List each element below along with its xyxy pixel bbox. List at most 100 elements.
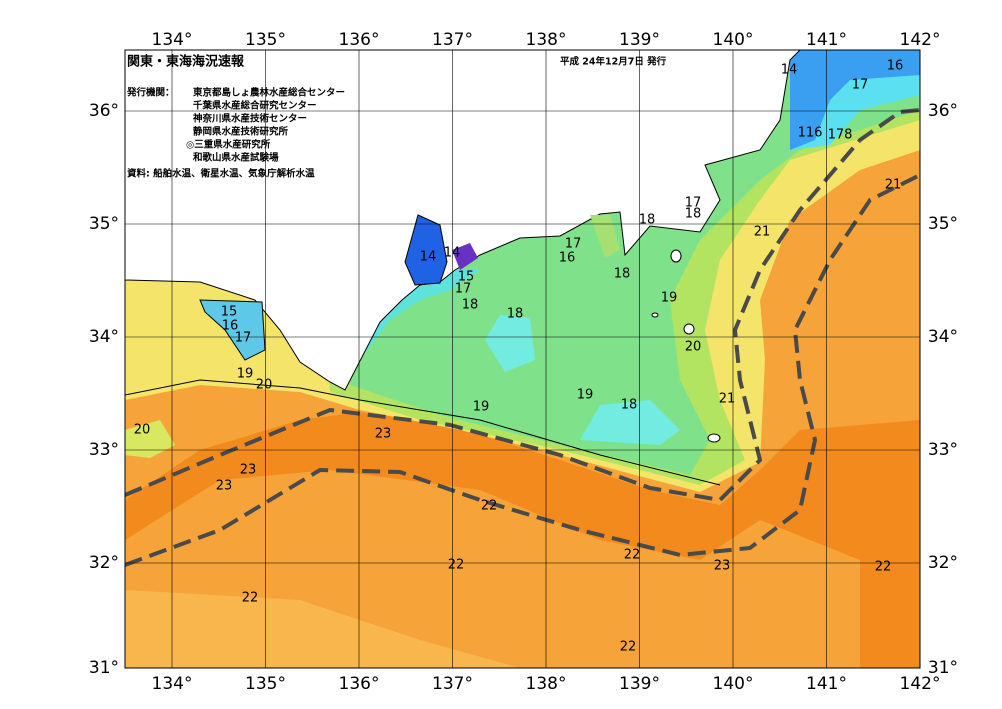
ise-bay (404, 214, 448, 286)
contour-label: 20 (256, 378, 273, 393)
latitude-label: 35° (89, 214, 119, 234)
contour-label: 16 (887, 59, 904, 74)
contour-label: 18 (462, 298, 479, 313)
issuer: 千葉県水産総合研究センター (193, 100, 317, 112)
sea-15-east (790, 50, 920, 150)
latitude-label: 31° (89, 658, 119, 678)
island (707, 433, 721, 443)
contour-label: 23 (240, 463, 257, 478)
latitude-label: 33° (928, 440, 958, 460)
issuer: ◎三重県水産研究所 (186, 139, 271, 151)
sea-17-mid (485, 315, 535, 372)
longitude-label: 136° (339, 674, 380, 694)
contour-label: 20 (685, 340, 702, 355)
contour-label: 22 (620, 640, 637, 655)
contour-label: 18 (614, 267, 631, 282)
longitude-label: 134° (152, 30, 193, 50)
issuer: 和歌山県水産試験場 (192, 152, 279, 164)
contour-label: 17 (685, 196, 702, 211)
contour-label: 20 (134, 423, 151, 438)
latitude-label: 33° (89, 440, 119, 460)
longitude-label: 134° (152, 674, 193, 694)
longitude-label: 135° (245, 30, 286, 50)
contour-label: 19 (661, 291, 678, 306)
longitude-label: 142° (900, 674, 941, 694)
latitude-label: 34° (928, 327, 958, 347)
longitude-label: 140° (713, 30, 754, 50)
longitude-label: 141° (806, 674, 847, 694)
contour-label: 17 (455, 282, 472, 297)
latitude-label: 35° (928, 214, 958, 234)
contour-label: 15 (221, 305, 238, 320)
sea-20-west (125, 420, 175, 458)
contour-label: 18 (507, 307, 524, 322)
issuer: 神奈川県水産技術センター (193, 113, 307, 125)
sea-17-south (580, 400, 680, 445)
island (670, 249, 682, 263)
longitude-label: 142° (900, 30, 941, 50)
map-area (125, 50, 920, 668)
contour-label: 19 (237, 367, 254, 382)
longitude-label: 140° (713, 674, 754, 694)
longitude-label: 141° (806, 30, 847, 50)
title: 関東・東海海況速報 (127, 54, 245, 70)
latitude-label: 32° (928, 553, 958, 573)
contour-label: 22 (481, 499, 498, 514)
contour-label: 116 (798, 126, 823, 141)
contour-label: 21 (719, 392, 736, 407)
contour-label: 17 (852, 78, 869, 93)
contour-label: 17 (565, 237, 582, 252)
suruga-bay (590, 215, 620, 258)
longitude-label: 139° (619, 674, 660, 694)
contour-label: 22 (448, 558, 465, 573)
kuroshio-south-edge (125, 173, 920, 567)
longitude-label: 137° (432, 30, 473, 50)
latitude-label: 36° (928, 101, 958, 121)
issuer: 静岡県水産技術研究所 (193, 126, 289, 138)
contour-label: 23 (714, 559, 731, 574)
issuer-label: 発行機関： (126, 87, 175, 99)
contour-label: 23 (375, 427, 392, 442)
contour-label: 18 (621, 398, 638, 413)
contour-label: 14 (444, 246, 461, 261)
data-source: 資料: 船舶水温、衛星水温、気象庁解析水温 (127, 168, 315, 180)
latitude-label: 31° (928, 658, 958, 678)
contour-label: 21 (885, 178, 902, 193)
latitude-label: 34° (89, 327, 119, 347)
land (125, 50, 801, 391)
latitude-label: 36° (89, 101, 119, 121)
longitude-label: 139° (619, 30, 660, 50)
contour-label: 16 (222, 319, 239, 334)
contour-label: 22 (624, 548, 641, 563)
island (683, 323, 695, 335)
contour-label: 14 (420, 250, 437, 265)
longitude-label: 136° (339, 30, 380, 50)
longitude-label: 135° (245, 674, 286, 694)
longitude-label: 138° (526, 30, 567, 50)
osaka-bay (199, 299, 266, 361)
contour-label: 18 (685, 207, 702, 222)
contour-label: 16 (559, 251, 576, 266)
isotherm (125, 379, 721, 486)
longitude-label: 138° (526, 674, 567, 694)
contour-label: 14 (781, 63, 798, 78)
latitude-label: 32° (89, 553, 119, 573)
mikawa-bay (452, 243, 478, 270)
contour-label: 17 (235, 331, 252, 346)
contour-label: 15 (458, 270, 475, 285)
contour-label: 19 (473, 400, 490, 415)
contour-label: 23 (216, 479, 233, 494)
sea-21-south (125, 590, 520, 668)
issuer: 東京都島しょ農林水産総合センター (192, 87, 345, 99)
longitude-label: 137° (432, 674, 473, 694)
map-frame (124, 49, 921, 669)
sea-23 (125, 412, 920, 668)
island (651, 312, 659, 318)
contour-label: 178 (828, 128, 853, 143)
contour-label: 22 (875, 560, 892, 575)
contour-label: 19 (577, 388, 594, 403)
contour-label: 18 (639, 213, 656, 228)
kuroshio-north-edge (125, 108, 920, 503)
issue-date: 平成 24年12月7日 発行 (560, 56, 667, 68)
